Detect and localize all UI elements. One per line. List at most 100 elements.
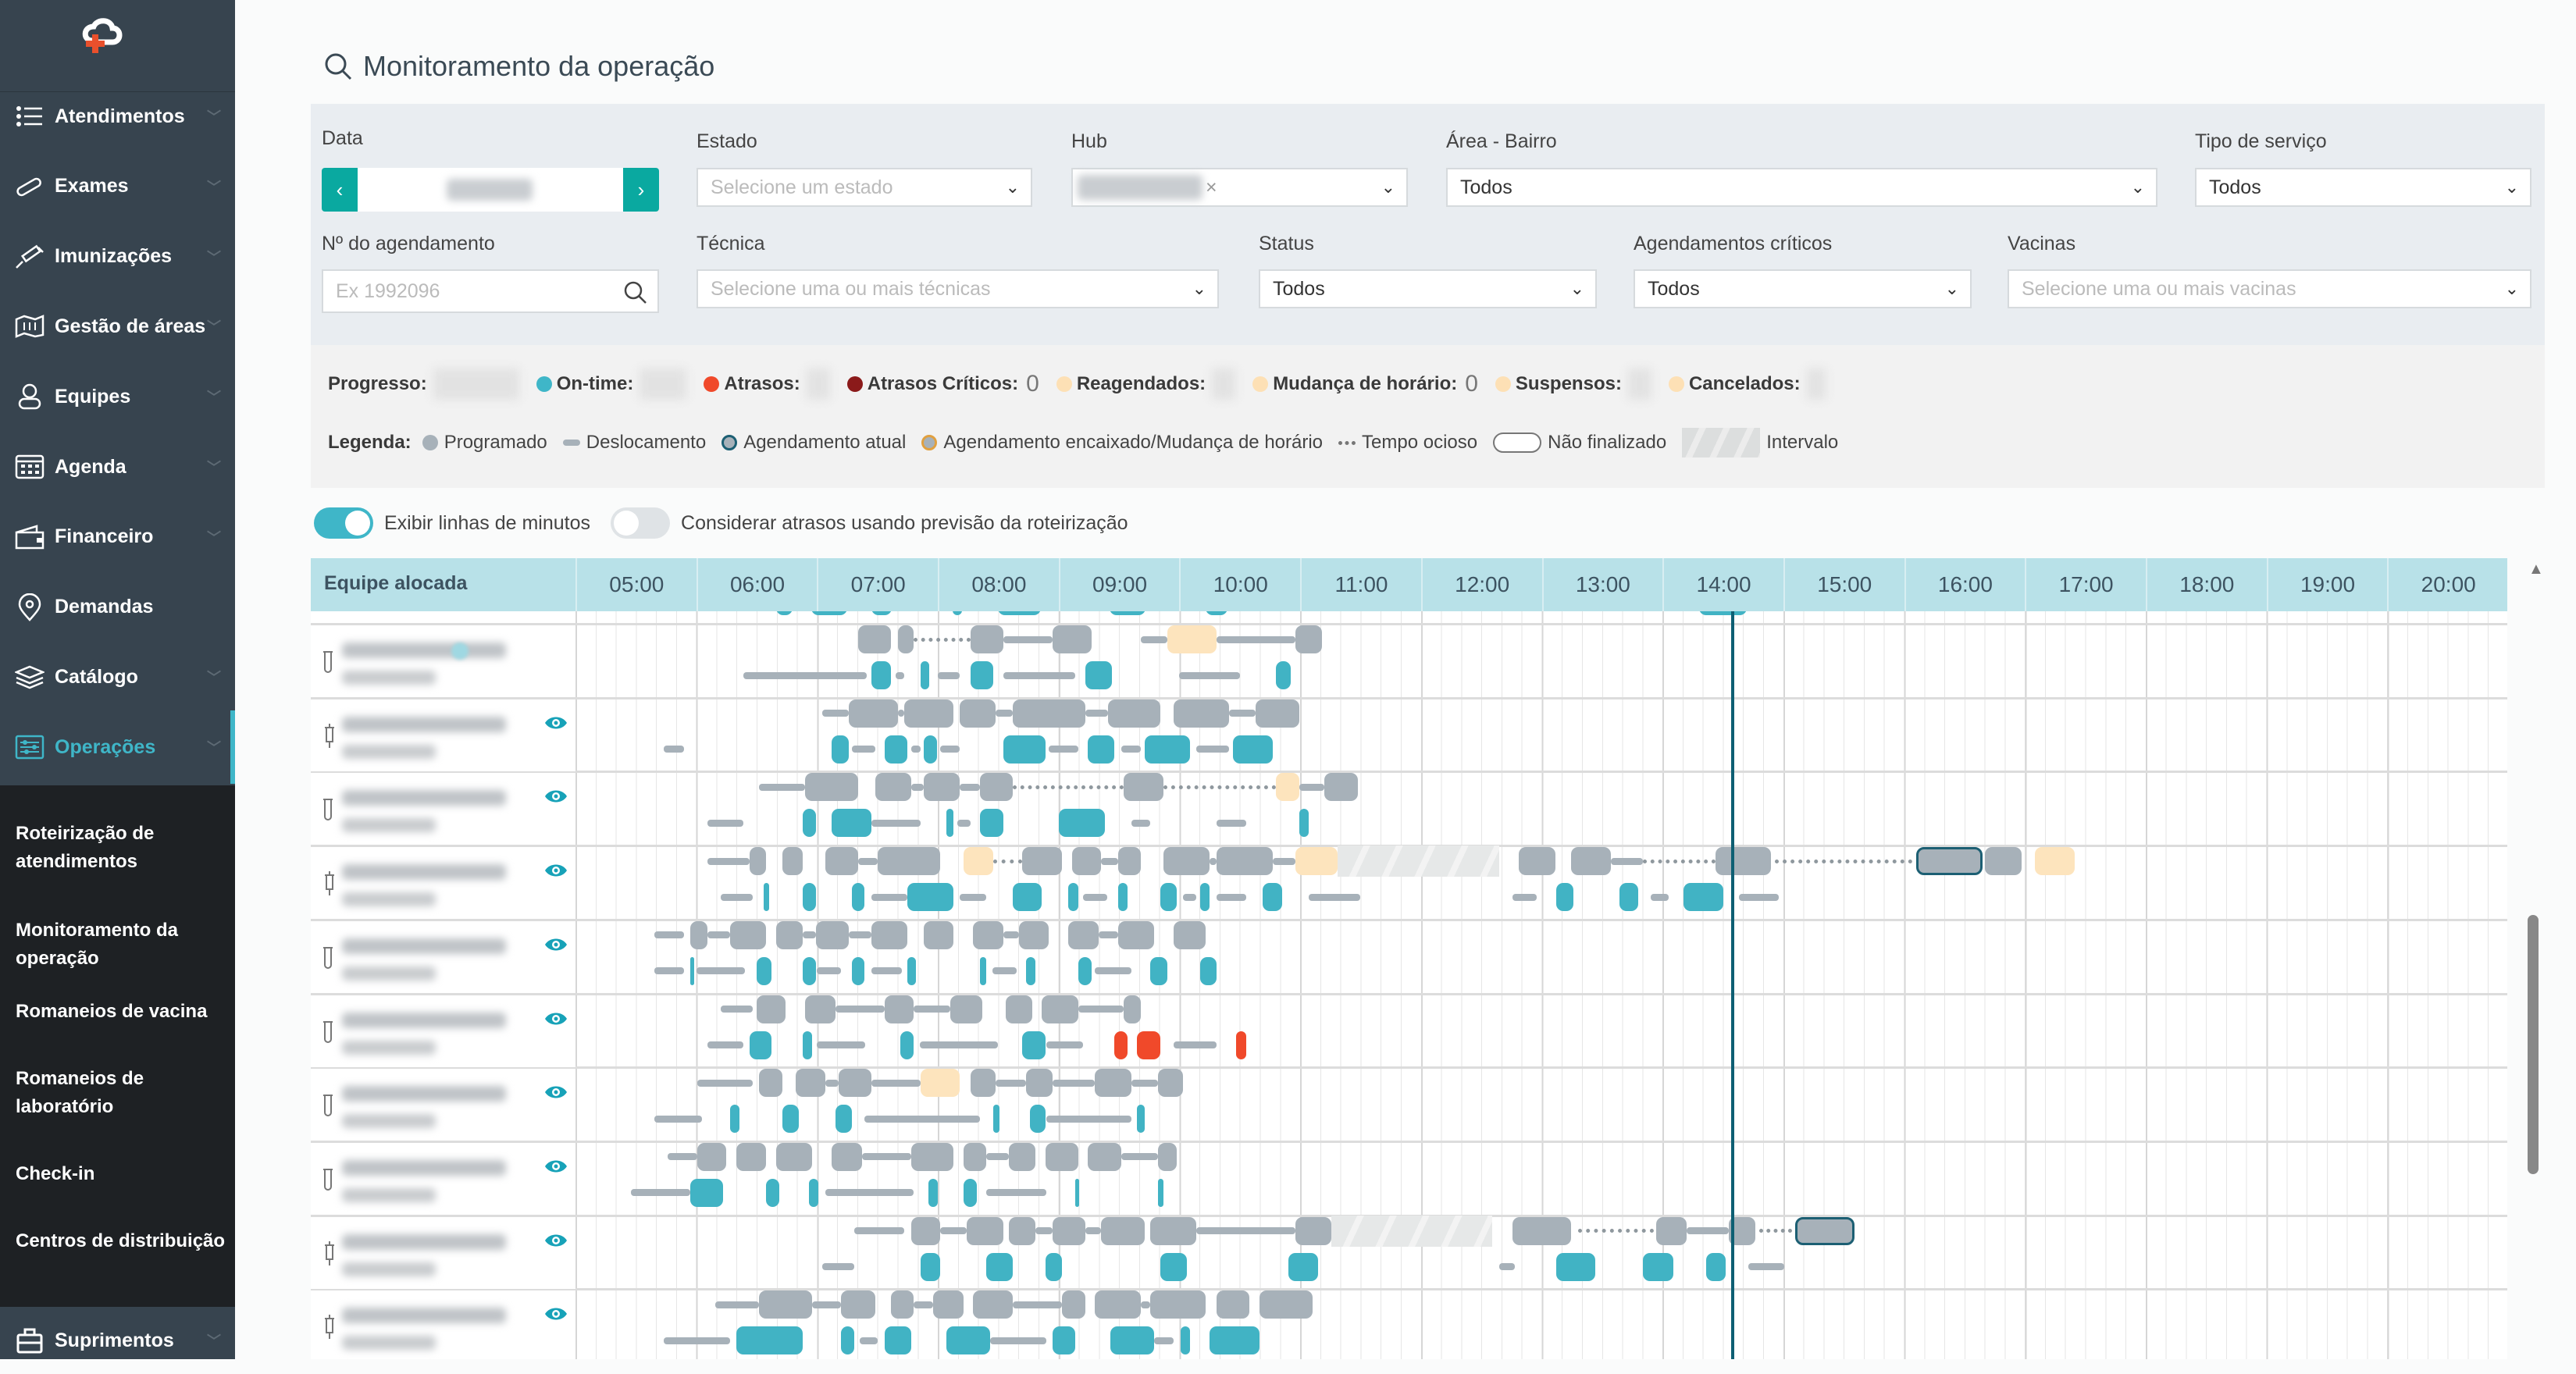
sidebar-item-gestao-de-areas[interactable]: Gestão de áreas﹀ xyxy=(0,293,235,360)
ontime-block[interactable] xyxy=(907,957,916,985)
team-row-label[interactable] xyxy=(311,847,575,919)
ontime-block[interactable] xyxy=(1078,957,1092,985)
programado-block[interactable] xyxy=(1512,1217,1570,1245)
ontime-block[interactable] xyxy=(803,809,816,837)
ontime-block[interactable] xyxy=(803,957,816,985)
reagendado-block[interactable] xyxy=(2035,847,2075,875)
ontime-block[interactable] xyxy=(836,1105,853,1133)
programado-block[interactable] xyxy=(964,1143,986,1171)
programado-block[interactable] xyxy=(776,1143,812,1171)
programado-block[interactable] xyxy=(1163,847,1210,875)
programado-block[interactable] xyxy=(1256,699,1299,728)
ontime-block[interactable] xyxy=(1706,1253,1726,1281)
ontime-block[interactable] xyxy=(690,1179,723,1207)
ontime-block[interactable] xyxy=(832,809,871,837)
programado-block[interactable] xyxy=(971,1069,996,1097)
ontime-block[interactable] xyxy=(921,661,929,689)
programado-block[interactable] xyxy=(750,847,767,875)
programado-block[interactable] xyxy=(891,1290,914,1319)
programado-block[interactable] xyxy=(1026,1069,1053,1097)
sidebar-item-equipes[interactable]: Equipes﹀ xyxy=(0,363,235,430)
programado-block[interactable] xyxy=(1118,921,1154,949)
ontime-block[interactable] xyxy=(1013,883,1042,911)
team-row-label[interactable] xyxy=(311,1217,575,1289)
programado-block[interactable] xyxy=(1217,1290,1249,1319)
ontime-block[interactable] xyxy=(1085,661,1112,689)
hub-select[interactable]: × ⌄ xyxy=(1071,168,1408,207)
app-logo[interactable] xyxy=(0,0,235,92)
programado-block[interactable] xyxy=(973,1290,1013,1319)
vacinas-select[interactable]: Selecione uma ou mais vacinas⌄ xyxy=(2008,269,2531,308)
reagendado-block[interactable] xyxy=(1167,625,1217,653)
estado-select[interactable]: Selecione um estado⌄ xyxy=(697,168,1032,207)
programado-block[interactable] xyxy=(1042,995,1078,1023)
programado-block[interactable] xyxy=(690,921,707,949)
chip-remove-icon[interactable]: × xyxy=(1206,176,1217,199)
ontime-block[interactable] xyxy=(924,735,937,764)
team-row-label[interactable] xyxy=(311,773,575,845)
programado-block[interactable] xyxy=(697,1143,726,1171)
sidebar-item-demandas[interactable]: Demandas xyxy=(0,574,235,641)
programado-block[interactable] xyxy=(759,1069,782,1097)
programado-block[interactable] xyxy=(849,699,898,728)
ontime-block[interactable] xyxy=(885,735,907,764)
programado-block[interactable] xyxy=(980,773,1013,801)
sidebar-item-agenda[interactable]: Agenda﹀ xyxy=(0,433,235,500)
ontime-block[interactable] xyxy=(764,883,768,911)
ontime-block[interactable] xyxy=(885,1326,911,1354)
ontime-block[interactable] xyxy=(928,1179,938,1207)
eye-icon[interactable] xyxy=(543,1305,568,1323)
programado-block[interactable] xyxy=(1174,699,1229,728)
submenu-monitoramento[interactable]: Monitoramento da operação xyxy=(16,917,226,973)
ontime-block[interactable] xyxy=(690,957,694,985)
sidebar-item-catalogo[interactable]: Catálogo﹀ xyxy=(0,643,235,710)
ontime-block[interactable] xyxy=(946,1326,990,1354)
ontime-block[interactable] xyxy=(1263,883,1282,911)
prev-date-button[interactable]: ‹ xyxy=(322,168,358,212)
atraso-block[interactable] xyxy=(1137,1031,1160,1059)
programado-block[interactable] xyxy=(1150,1217,1196,1245)
sidebar-item-atendimentos[interactable]: Atendimentos﹀ xyxy=(0,83,235,150)
programado-block[interactable] xyxy=(825,847,858,875)
scroll-up-arrow-icon[interactable]: ▲ xyxy=(2528,561,2544,578)
ontime-block[interactable] xyxy=(841,1326,854,1354)
programado-block[interactable] xyxy=(911,1217,940,1245)
programado-block[interactable] xyxy=(1124,995,1141,1023)
submenu-check-in[interactable]: Check-in xyxy=(16,1160,226,1188)
ontime-block[interactable] xyxy=(1181,1326,1190,1354)
programado-block[interactable] xyxy=(757,995,786,1023)
programado-block[interactable] xyxy=(776,921,803,949)
programado-block[interactable] xyxy=(898,625,914,653)
ontime-block[interactable] xyxy=(1233,735,1273,764)
ontime-block[interactable] xyxy=(766,1179,779,1207)
ontime-block[interactable] xyxy=(1118,883,1128,911)
programado-block[interactable] xyxy=(1716,847,1771,875)
ontime-block[interactable] xyxy=(1619,883,1639,911)
ontime-block[interactable] xyxy=(750,1031,771,1059)
programado-block[interactable] xyxy=(816,921,849,949)
programado-block[interactable] xyxy=(832,1143,862,1171)
ontime-block[interactable] xyxy=(1110,1326,1154,1354)
team-row-label[interactable] xyxy=(311,625,575,697)
numero-input[interactable]: Ex 1992096 xyxy=(322,269,659,313)
ontime-block[interactable] xyxy=(921,1253,940,1281)
programado-block[interactable] xyxy=(973,921,1003,949)
ontime-block[interactable] xyxy=(1059,809,1105,837)
eye-icon[interactable] xyxy=(543,1083,568,1102)
programado-block[interactable] xyxy=(904,699,953,728)
programado-block[interactable] xyxy=(1217,847,1272,875)
programado-block[interactable] xyxy=(805,773,858,801)
team-row-label[interactable] xyxy=(311,1069,575,1141)
ontime-block[interactable] xyxy=(809,1179,818,1207)
sidebar-item-imunizacoes[interactable]: Imunizações﹀ xyxy=(0,223,235,290)
programado-block[interactable] xyxy=(736,1143,767,1171)
programado-block[interactable] xyxy=(933,1290,964,1319)
ontime-block[interactable] xyxy=(1003,735,1046,764)
eye-icon[interactable] xyxy=(543,935,568,954)
ontime-block[interactable] xyxy=(1053,1326,1075,1354)
programado-block[interactable] xyxy=(1985,847,2021,875)
programado-block[interactable] xyxy=(796,1069,826,1097)
programado-block[interactable] xyxy=(1072,847,1101,875)
programado-block[interactable] xyxy=(924,921,954,949)
team-row-label[interactable] xyxy=(311,921,575,993)
